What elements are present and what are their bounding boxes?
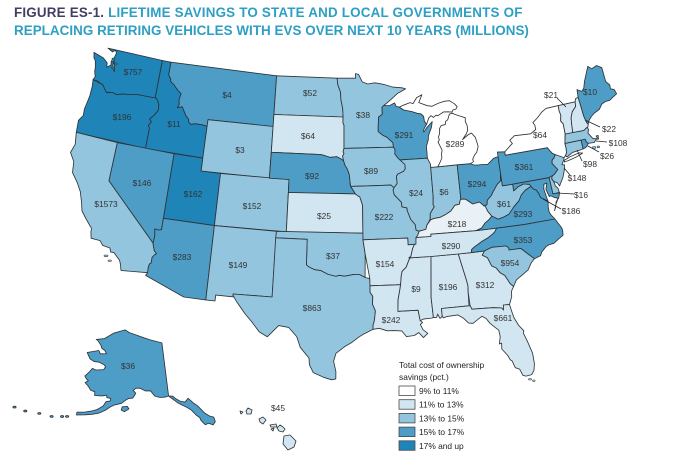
svg-text:REPLACING RETIRING VEHICLES WI: REPLACING RETIRING VEHICLES WITH EVS OVE… — [14, 23, 529, 38]
svg-text:$242: $242 — [382, 315, 401, 325]
svg-text:$293: $293 — [514, 209, 533, 219]
svg-text:$146: $146 — [133, 178, 152, 188]
svg-text:$149: $149 — [229, 260, 248, 270]
svg-text:$353: $353 — [514, 235, 533, 245]
svg-text:$98: $98 — [583, 159, 597, 169]
svg-text:$36: $36 — [121, 361, 135, 371]
svg-text:$45: $45 — [271, 403, 285, 413]
svg-text:$25: $25 — [317, 211, 331, 221]
svg-text:$196: $196 — [439, 282, 458, 292]
svg-text:$290: $290 — [442, 241, 461, 251]
svg-text:$16: $16 — [574, 190, 588, 200]
svg-text:$38: $38 — [356, 110, 370, 120]
svg-text:$152: $152 — [243, 201, 262, 211]
svg-text:$196: $196 — [113, 112, 132, 122]
svg-text:$186: $186 — [562, 206, 581, 216]
svg-text:$148: $148 — [568, 173, 587, 183]
svg-text:$4: $4 — [222, 90, 232, 100]
svg-text:$1573: $1573 — [94, 199, 118, 209]
svg-text:$294: $294 — [468, 179, 487, 189]
svg-text:$22: $22 — [602, 124, 616, 134]
svg-text:$222: $222 — [375, 212, 394, 222]
svg-text:Total cost of ownership: Total cost of ownership — [399, 360, 485, 370]
svg-text:$218: $218 — [448, 219, 467, 229]
svg-text:$283: $283 — [173, 252, 192, 262]
svg-text:11% to 13%: 11% to 13% — [419, 400, 464, 410]
svg-text:$154: $154 — [376, 259, 395, 269]
svg-text:FIGURE ES-1. LIFETIME SAVINGS: FIGURE ES-1. LIFETIME SAVINGS TO STATE A… — [14, 5, 523, 20]
svg-text:$11: $11 — [167, 119, 181, 129]
svg-text:$3: $3 — [235, 145, 245, 155]
svg-text:13% to 15%: 13% to 15% — [419, 413, 465, 423]
svg-text:$10: $10 — [583, 87, 597, 97]
svg-text:$64: $64 — [301, 131, 315, 141]
svg-text:$757: $757 — [124, 67, 143, 77]
svg-text:$289: $289 — [446, 139, 465, 149]
svg-text:9% to 11%: 9% to 11% — [419, 386, 459, 396]
svg-text:$291: $291 — [395, 130, 414, 140]
svg-text:$52: $52 — [303, 88, 317, 98]
svg-text:15% to 17%: 15% to 17% — [419, 427, 465, 437]
svg-text:$863: $863 — [303, 303, 322, 313]
svg-text:$24: $24 — [409, 188, 423, 198]
svg-text:$61: $61 — [497, 199, 511, 209]
svg-text:$312: $312 — [476, 280, 495, 290]
svg-text:savings (pct.): savings (pct.) — [399, 372, 449, 382]
svg-text:$9: $9 — [411, 284, 421, 294]
svg-text:$954: $954 — [501, 258, 520, 268]
svg-text:$361: $361 — [515, 162, 534, 172]
svg-text:$6: $6 — [439, 187, 449, 197]
svg-text:$89: $89 — [364, 166, 378, 176]
svg-text:17% and up: 17% and up — [419, 441, 464, 451]
svg-text:$26: $26 — [600, 151, 614, 161]
svg-text:$162: $162 — [184, 189, 203, 199]
svg-text:$21: $21 — [544, 90, 558, 100]
svg-text:$108: $108 — [609, 138, 628, 148]
svg-text:$661: $661 — [494, 313, 513, 323]
svg-text:$64: $64 — [533, 130, 547, 140]
svg-text:$37: $37 — [326, 251, 340, 261]
svg-text:$92: $92 — [305, 171, 319, 181]
